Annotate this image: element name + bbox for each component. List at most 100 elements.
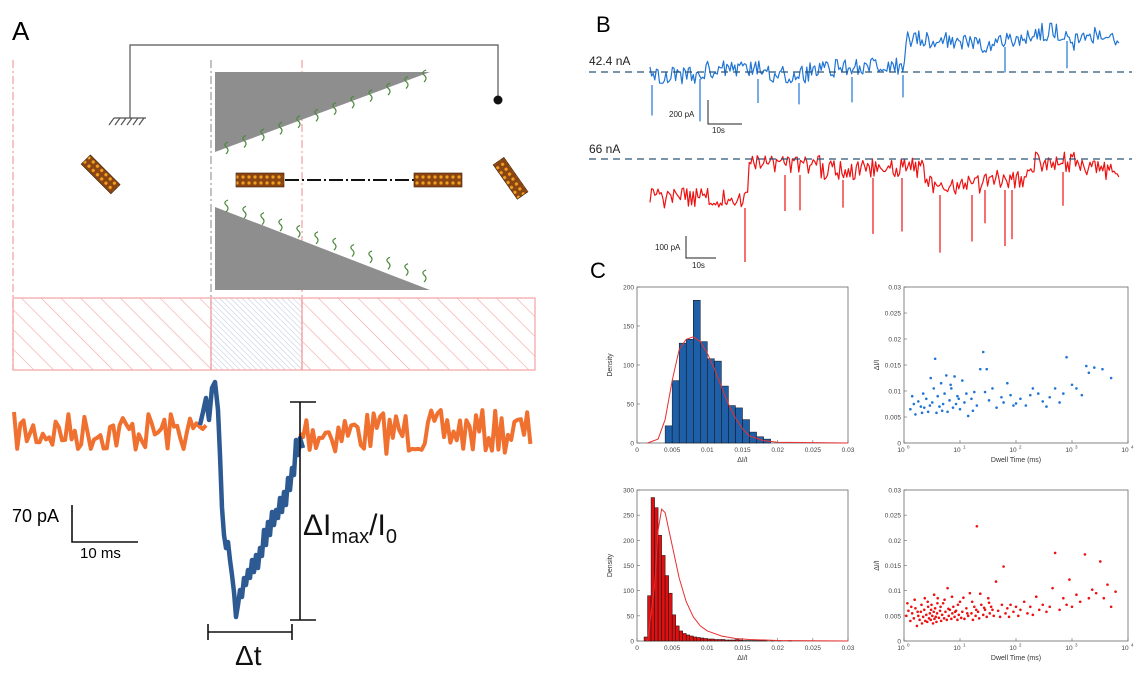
y-tick-label: 50 <box>627 613 635 620</box>
electrode-terminal <box>493 95 503 105</box>
scatter-point <box>946 586 949 590</box>
probe-molecule <box>278 121 283 135</box>
scatter-point <box>1029 605 1032 609</box>
histogram-bar <box>735 639 740 642</box>
scalebar-a-current: 70 pA <box>12 506 59 526</box>
histogram-bar <box>714 639 719 642</box>
x-tick-label: 10 <box>953 447 961 454</box>
y-tick-label: 0.025 <box>885 311 902 318</box>
x-tick-label: 10 <box>1009 447 1017 454</box>
scatter-point <box>939 619 943 623</box>
scatter-point <box>1101 367 1104 371</box>
scatter-point <box>931 622 935 625</box>
scatter-point <box>940 409 944 413</box>
dwell-label: Δt <box>235 640 262 671</box>
amplitude-label: ΔImax/I0 <box>303 509 397 548</box>
panel-a-letter: A <box>12 16 30 46</box>
scatter-point <box>937 616 941 620</box>
scatter-point <box>1062 392 1065 395</box>
scatter-point <box>910 612 914 615</box>
histogram-bar <box>643 636 648 642</box>
scatter-point <box>941 402 945 406</box>
scatter-point <box>1041 603 1045 607</box>
scatter-point <box>963 617 966 621</box>
scatter-point <box>1007 615 1011 619</box>
x-tick-label: 0.02 <box>771 447 784 454</box>
x-tick-label: 0.015 <box>734 447 751 454</box>
histogram-bar <box>696 637 701 642</box>
histogram-bar <box>707 358 715 444</box>
probe-molecule <box>314 231 319 245</box>
scalebar-blue-time: 10s <box>712 126 725 135</box>
probe-molecule <box>368 89 373 103</box>
probe-molecule <box>314 108 319 122</box>
scatter-point <box>932 387 936 390</box>
scatter-point <box>962 596 965 600</box>
scatter-point <box>988 612 992 615</box>
scalebar-red <box>685 236 716 259</box>
scatter-point <box>1085 364 1088 368</box>
histogram-bar <box>731 639 736 642</box>
x-tick-exponent: 1 <box>963 445 966 450</box>
probe-molecule <box>260 212 265 226</box>
membrane-right <box>301 297 536 371</box>
histogram-bar <box>700 341 708 444</box>
trace-blue <box>649 22 1120 122</box>
probe-molecule <box>386 256 391 270</box>
scatter-point <box>1022 600 1026 604</box>
histogram-bar <box>735 407 743 444</box>
scatter-point <box>987 399 991 402</box>
histogram-bar <box>714 360 722 444</box>
x-tick-exponent: 3 <box>1075 643 1078 648</box>
probe-molecules <box>224 69 427 283</box>
scatter-point <box>913 598 916 602</box>
histogram-bar <box>759 640 764 642</box>
probe-molecule <box>404 75 409 89</box>
scatter-point <box>957 613 961 617</box>
scatter-point <box>923 596 927 600</box>
scatter-point <box>909 619 912 623</box>
scatter-point <box>936 596 940 600</box>
scatter-point <box>981 350 985 354</box>
x-tick-label: 0.005 <box>664 447 681 454</box>
fit-curve <box>647 508 849 642</box>
scatter-point <box>976 610 980 614</box>
y-tick-label: 0.03 <box>888 488 901 495</box>
scatter-point <box>917 400 920 403</box>
y-tick-label: 0.025 <box>885 513 902 520</box>
y-tick-label: 0 <box>630 639 634 646</box>
scatter-point <box>1012 404 1015 407</box>
scatter-point <box>991 608 994 612</box>
probe-molecule <box>332 237 337 251</box>
x-tick-label: 0.005 <box>664 645 681 652</box>
scatter-point <box>1031 613 1035 617</box>
scatter-point <box>918 618 921 622</box>
scatter-point <box>1087 371 1091 375</box>
histogram-bar <box>710 638 715 642</box>
scatter-point <box>978 367 982 371</box>
scatter-point <box>975 404 979 407</box>
probe-molecule <box>332 102 337 116</box>
scatter-point <box>998 615 1002 619</box>
scalebar-blue-current: 200 pA <box>669 110 695 119</box>
scatter-point <box>991 387 994 390</box>
scatter-point <box>912 402 916 406</box>
scatter-point <box>922 608 926 612</box>
x-tick-exponent: 2 <box>1019 445 1022 450</box>
x-tick-label: 10 <box>897 645 905 652</box>
scatter-point <box>947 614 951 618</box>
scatter-point <box>928 612 932 615</box>
scatter-point <box>1006 606 1009 610</box>
panel-b-letter: B <box>596 12 611 37</box>
histogram-bar <box>693 300 701 444</box>
scatter-point <box>1002 401 1005 404</box>
scatter-point <box>930 401 934 404</box>
scatter-point <box>921 615 925 619</box>
scatter-point <box>914 606 917 610</box>
histogram-bar <box>738 639 743 642</box>
scatter-point <box>981 613 985 617</box>
panel-a: A 70 pA 10 <box>12 16 536 671</box>
x-tick-exponent: 0 <box>907 445 910 450</box>
